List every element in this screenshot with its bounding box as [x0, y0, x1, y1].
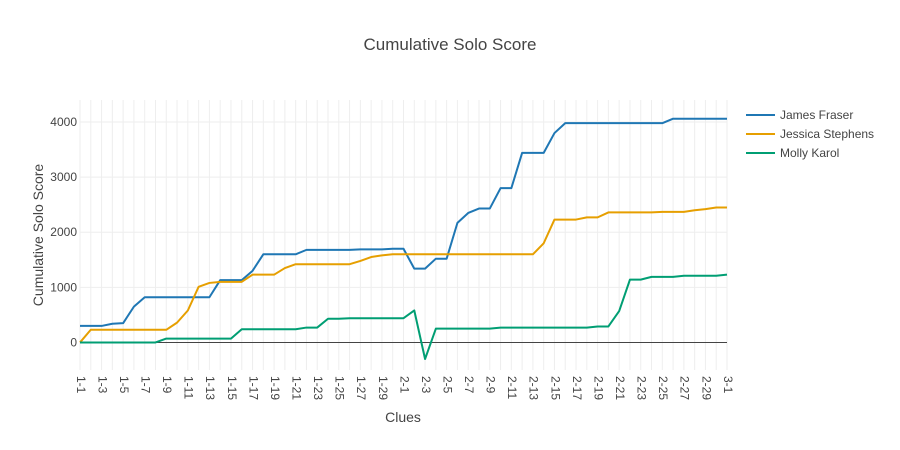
legend-item-molly-karol[interactable]: Molly Karol: [746, 146, 839, 160]
x-tick-label: 2-9: [484, 376, 498, 394]
x-tick-label: 1-7: [139, 376, 153, 394]
legend-label: Jessica Stephens: [780, 127, 874, 141]
x-tick-label: 2-15: [548, 376, 562, 400]
x-axis-ticks: 1-1 1-3 1-5 1-7 1-9 1-11 1-13 1-15 1-17 1-19 1-21 1…: [74, 376, 735, 400]
x-tick-label: 2-23: [635, 376, 649, 400]
series-lines: [79, 117, 728, 360]
x-tick-label: 1-29: [376, 376, 390, 400]
x-tick-label: 2-7: [462, 376, 476, 394]
y-tick-label: 0: [70, 335, 77, 349]
x-tick-label: 2-3: [419, 376, 433, 394]
x-tick-label: 1-25: [333, 376, 347, 400]
y-axis-label: Cumulative Solo Score: [30, 164, 46, 307]
x-tick-label: 2-11: [505, 376, 519, 399]
legend-label: James Fraser: [780, 108, 853, 122]
y-tick-label: 3000: [50, 170, 77, 184]
series-line-jessica-stephens: [79, 206, 727, 344]
x-tick-label: 3-1: [721, 376, 735, 394]
grid: [79, 100, 728, 370]
x-tick-label: 1-23: [311, 376, 325, 400]
y-axis-ticks: 0 1000 2000 3000 4000: [50, 115, 77, 349]
x-tick-label: 2-17: [570, 376, 584, 400]
legend-item-james-fraser[interactable]: James Fraser: [746, 108, 853, 122]
series-line-james-fraser: [80, 117, 727, 327]
legend-label: Molly Karol: [780, 146, 839, 160]
x-tick-label: 1-27: [354, 376, 368, 400]
x-tick-label: 1-13: [203, 376, 217, 400]
x-tick-label: 1-11: [182, 376, 196, 399]
x-tick-label: 1-9: [160, 376, 174, 394]
y-tick-label: 2000: [50, 225, 77, 239]
x-tick-label: 1-1: [74, 376, 88, 394]
x-tick-label: 2-29: [699, 376, 713, 400]
x-tick-label: 2-21: [613, 376, 627, 400]
x-tick-label: 2-1: [397, 376, 411, 394]
x-tick-label: 1-3: [95, 376, 109, 394]
x-tick-label: 2-25: [656, 376, 670, 400]
series-line-molly-karol: [80, 273, 728, 360]
x-tick-label: 1-17: [246, 376, 260, 400]
chart-title: Cumulative Solo Score: [364, 35, 537, 54]
y-tick-label: 1000: [50, 280, 77, 294]
x-tick-label: 1-15: [225, 376, 239, 400]
x-tick-label: 1-5: [117, 376, 131, 394]
legend[interactable]: James Fraser Jessica Stephens Molly Karol: [746, 108, 874, 160]
x-tick-label: 1-19: [268, 376, 282, 400]
y-tick-label: 4000: [50, 115, 77, 129]
x-tick-label: 2-19: [591, 376, 605, 400]
x-tick-label: 2-27: [678, 376, 692, 400]
x-tick-label: 2-13: [527, 376, 541, 400]
x-tick-label: 1-21: [289, 376, 303, 400]
legend-item-jessica-stephens[interactable]: Jessica Stephens: [746, 127, 874, 141]
x-axis-label: Clues: [385, 409, 421, 425]
x-tick-label: 2-5: [440, 376, 454, 394]
